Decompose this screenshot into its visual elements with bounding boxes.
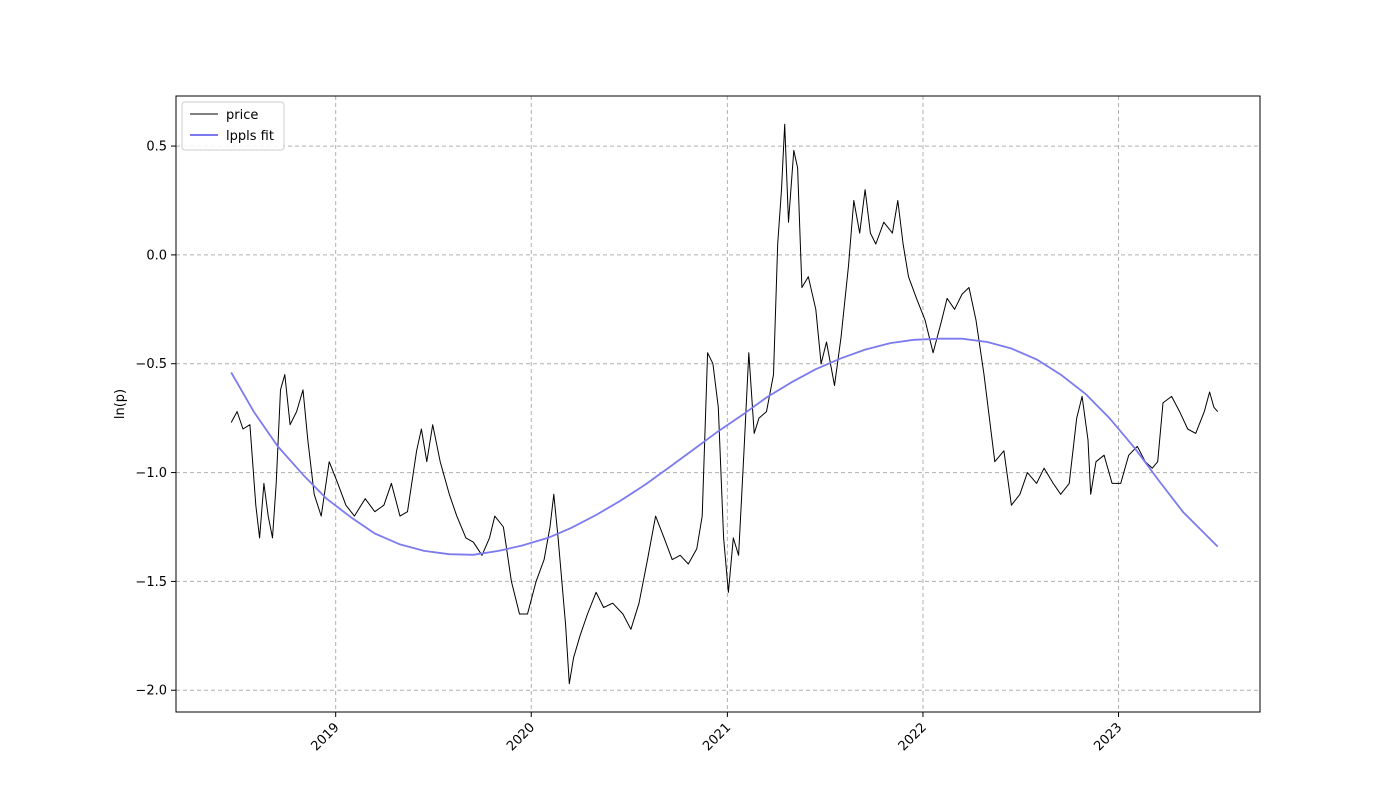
y-axis-label: ln(p) [113,389,128,419]
legend: price lppls fit [181,101,285,151]
y-tick-label: −1.0 [135,466,167,481]
series-line-price [230,123,1219,685]
axes-frame [175,95,1261,713]
y-tick-label: −2.0 [135,684,167,699]
y-tick-label: 0.5 [146,140,167,155]
y-ticks: 0.5 0.0 −0.5 −1.0 −1.5 −2.0 [135,140,176,699]
grid [176,96,1260,712]
legend-label-lppls-fit: lppls fit [226,129,274,144]
y-tick-label: −0.5 [135,357,167,372]
plot-lines [230,123,1219,685]
legend-label-price: price [226,108,258,123]
y-tick-label: −1.5 [135,575,167,590]
series-line-lppls-fit [230,337,1219,556]
y-tick-label: 0.0 [146,248,167,263]
